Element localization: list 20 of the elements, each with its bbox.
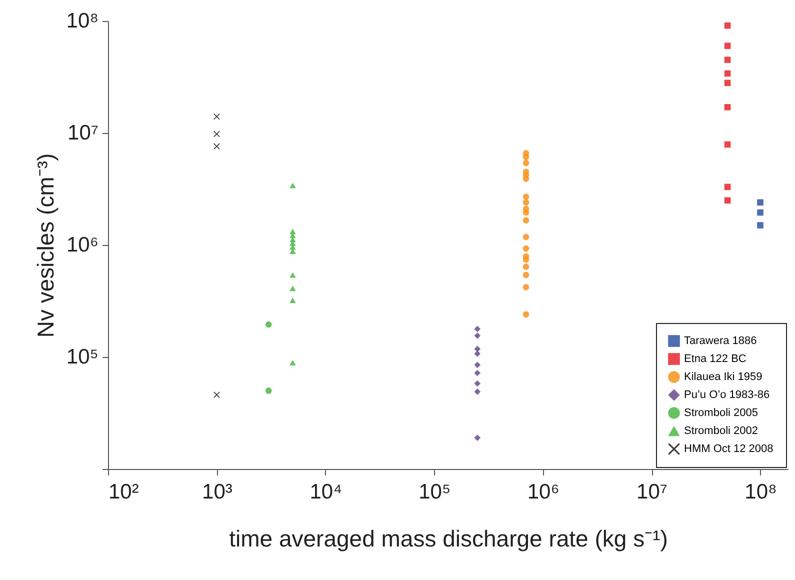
y-tick-label: 10⁸ (66, 10, 98, 32)
y-tick-label: 10⁶ (66, 234, 98, 256)
legend-label: HMM Oct 12 2008 (684, 443, 774, 455)
legend-label: Etna 122 BC (684, 353, 746, 365)
legend-label: Pu’u O’o 1983-86 (684, 389, 770, 401)
legend-label: Stromboli 2005 (684, 407, 758, 419)
x-tick-label: 10⁵ (418, 480, 451, 504)
x-axis-title: time averaged mass discharge rate (kg s⁻¹) (229, 526, 668, 552)
x-tick-label: 10² (108, 480, 139, 504)
x-tick-label: 10⁸ (744, 480, 777, 504)
legend-label: Stromboli 2002 (684, 425, 758, 437)
legend-label: Tarawera 1886 (684, 335, 757, 347)
y-tick-label: 10⁷ (68, 122, 98, 144)
x-tick-label: 10⁶ (527, 480, 560, 504)
x-tick-label: 10⁴ (310, 480, 342, 504)
x-tick-label: 10⁷ (636, 480, 668, 504)
y-axis-title: Nv vesicles (cm⁻³) (32, 153, 58, 338)
y-tick-label: 10⁵ (66, 346, 98, 368)
legend-label: Kilauea Iki 1959 (684, 371, 762, 383)
x-tick-label: 10³ (202, 480, 232, 504)
